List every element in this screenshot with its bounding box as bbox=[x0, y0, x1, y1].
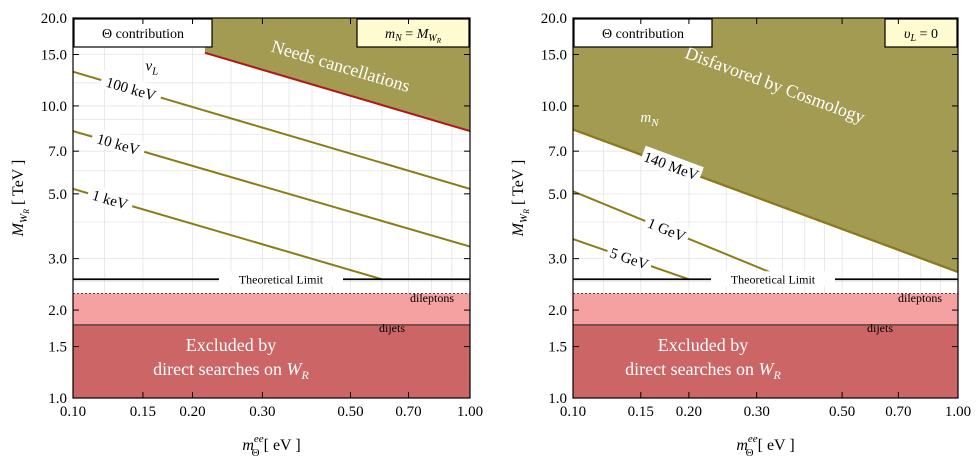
ticks: 0.10 0.15 0.20 0.30 0.50 0.70 1.00 1.0 1.5 2.0 3.0… bbox=[41, 11, 483, 420]
theoretical-limit-label: Theoretical Limit bbox=[239, 272, 324, 286]
x-tick-label: 0.30 bbox=[744, 404, 770, 420]
y-tick-label: 20.0 bbox=[41, 11, 67, 27]
excluded-region-dijets bbox=[573, 324, 958, 398]
plot-area: Theoretical Limit dileptons dijets Excluded… bbox=[573, 18, 958, 398]
y-tick-label: 15.0 bbox=[541, 47, 567, 63]
dijets-label: dijets bbox=[379, 321, 405, 335]
condition-box: mN = MWR bbox=[356, 18, 470, 48]
x-tick-label: 1.00 bbox=[457, 404, 483, 420]
contour-label-bg bbox=[604, 241, 655, 274]
condition-box-text: υL = 0 bbox=[904, 27, 938, 44]
x-tick-label: 0.10 bbox=[560, 404, 586, 420]
excluded-region-dileptons bbox=[573, 293, 958, 325]
y-axis-label: MWR [ TeV ] bbox=[510, 160, 531, 238]
x-tick-label: 0.30 bbox=[249, 404, 275, 420]
y-tick-label: 5.0 bbox=[548, 187, 567, 203]
right-panel: Theoretical Limit dileptons dijets Excluded… bbox=[510, 11, 971, 459]
x-tick-label: 0.10 bbox=[60, 404, 86, 420]
contour-label-bg bbox=[85, 183, 135, 214]
y-tick-label: 2.0 bbox=[48, 303, 67, 319]
title-box-text: Θ contribution bbox=[102, 27, 184, 42]
ticks: 0.10 0.15 0.20 0.30 0.50 0.70 1.00 1.0 1.5 2.0 3.0… bbox=[541, 11, 971, 420]
y-tick-label: 10.0 bbox=[41, 99, 67, 115]
y-tick-label: 7.0 bbox=[48, 144, 67, 160]
x-tick-label: 1.00 bbox=[945, 404, 971, 420]
title-box-text: Θ contribution bbox=[602, 27, 684, 42]
shaded-region bbox=[573, 18, 958, 273]
y-tick-label: 1.5 bbox=[48, 340, 67, 356]
shaded-region-edge bbox=[204, 51, 470, 133]
y-tick-label: 2.0 bbox=[548, 303, 567, 319]
y-tick-label: 1.0 bbox=[48, 391, 67, 407]
dijets-label: dijets bbox=[867, 321, 893, 335]
x-tick-label: 0.50 bbox=[829, 404, 855, 420]
plot-frame bbox=[72, 17, 471, 399]
excluded-text-line1: Excluded by bbox=[186, 335, 276, 355]
excluded-text-line2: direct searches on WR bbox=[625, 359, 781, 382]
excluded-region-dileptons bbox=[73, 293, 470, 325]
theoretical-limit-label-bg bbox=[219, 271, 343, 287]
x-tick-label: 0.20 bbox=[676, 404, 702, 420]
y-tick-label: 3.0 bbox=[548, 252, 567, 268]
contour-title: νL bbox=[145, 59, 158, 78]
contour-label-bg bbox=[639, 145, 704, 185]
x-tick-label: 0.15 bbox=[628, 404, 654, 420]
y-tick-label: 1.5 bbox=[548, 340, 567, 356]
title-box: Θ contribution bbox=[573, 18, 713, 48]
x-tick-label: 0.20 bbox=[179, 404, 205, 420]
x-tick-label: 0.70 bbox=[395, 404, 421, 420]
excluded-region-dijets bbox=[73, 324, 470, 398]
dileptons-label: dileptons bbox=[898, 291, 942, 305]
theoretical-limit-label-bg bbox=[711, 271, 835, 287]
x-axis-label: mee Θ [ eV ] bbox=[736, 433, 794, 459]
left-panel: Theoretical Limit dileptons dijets Excluded… bbox=[10, 11, 483, 459]
plot-area: Theoretical Limit dileptons dijets Excluded… bbox=[73, 18, 470, 398]
y-tick-label: 5.0 bbox=[48, 187, 67, 203]
theoretical-limit-label: Theoretical Limit bbox=[731, 272, 816, 286]
excluded-text-line2: direct searches on WR bbox=[153, 359, 309, 382]
x-tick-label: 0.15 bbox=[130, 404, 156, 420]
contour-label-bg bbox=[642, 211, 692, 246]
y-tick-label: 3.0 bbox=[48, 252, 67, 268]
y-tick-label: 1.0 bbox=[548, 391, 567, 407]
y-tick-label: 10.0 bbox=[541, 99, 567, 115]
y-axis-label: MWR [ TeV ] bbox=[10, 160, 31, 238]
x-axis-label: mee Θ [ eV ] bbox=[242, 433, 300, 459]
contour-line bbox=[573, 128, 958, 273]
contour-label-bg bbox=[90, 127, 147, 160]
dileptons-label: dileptons bbox=[410, 291, 454, 305]
plot-frame bbox=[572, 17, 959, 399]
x-tick-label: 0.70 bbox=[885, 404, 911, 420]
y-tick-label: 20.0 bbox=[541, 11, 567, 27]
condition-box-text: mN = MWR bbox=[385, 27, 442, 45]
y-tick-label: 7.0 bbox=[548, 144, 567, 160]
condition-box: υL = 0 bbox=[884, 18, 958, 48]
condition-box-frame bbox=[884, 18, 958, 48]
contour-title: mN bbox=[640, 110, 659, 129]
x-tick-label: 0.50 bbox=[337, 404, 363, 420]
y-tick-label: 15.0 bbox=[41, 47, 67, 63]
contour-label-bg bbox=[99, 70, 164, 106]
condition-box-frame bbox=[356, 18, 470, 48]
excluded-text-line1: Excluded by bbox=[658, 335, 748, 355]
